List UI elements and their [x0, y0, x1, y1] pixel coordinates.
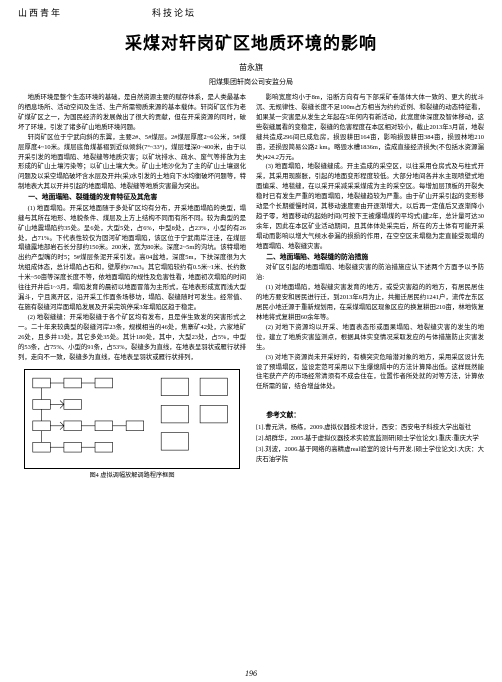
reference-item: [3].刘波，2006.基于网络的高精虚real验室的设计与开发.[硕士学位论文…	[256, 445, 484, 465]
references-list: [1].曹元洪，杨练，2009.虚拟仪器技术设计，西安：西安电子科技大学出版社 …	[256, 423, 484, 465]
section-heading: 一、地面塌陷、裂缝缝的发育特征及其危害	[18, 193, 246, 204]
paragraph: (1) 对地面塌陷，地裂缝灾害发育的地方，或受灾害趋的的地方，有居民居住的地方要…	[256, 283, 484, 323]
paragraph: (1) 地面塌陷。开采区地面随于多处矿区均有分布，开采地面塌陷的类型，塌缝与其所…	[18, 204, 246, 313]
paragraph: 轩岗矿区位于宁武向斜的东翼，主要2#、5#煤层。2#煤层厚度2~6公米，5#煤层…	[18, 133, 246, 193]
figure-4-flowchart	[24, 369, 240, 469]
paragraph: (3) 对地下资源尚未开采好的，有横突灾危暗潜对象的地方，采用采区设计先设了预塌…	[256, 353, 484, 393]
flowchart-icon	[25, 370, 239, 468]
paragraph: 地质环境是整个生态环境的基础，是自然资源主要的赋存体系，是人类最基本的栖息场所、…	[18, 93, 246, 133]
reference-item: [1].曹元洪，杨练，2009.虚拟仪器技术设计，西安：西安电子科技大学出版社	[256, 423, 484, 433]
paragraph: (3) 地面塌陷，地裂缝缝成。开主造成的采空区，以往采用仓房式及与柱式开采，其采…	[256, 162, 484, 251]
paragraph: 影响宽度均小于8m，沿断方向有与下部采矿卷落体大体一致的、更大的扰斗沉、无规律性…	[256, 93, 484, 162]
journal-name: 山西青年	[18, 6, 62, 19]
section-name: 科技论坛	[152, 6, 196, 19]
figure-4-caption: 图4 虚拟调幅放解调路程序框图	[18, 471, 246, 481]
paragraph: (2) 地裂缝缝：开采地裂缝于各个矿区均有发布，且是伴生致发的突害形式之一。二十…	[18, 313, 246, 363]
author-name: 苗永旗	[0, 62, 502, 73]
page-number: 196	[0, 669, 502, 678]
right-column: 影响宽度均小于8m，沿断方向有与下部采矿卷落体大体一致的、更大的扰斗沉、无规律性…	[256, 93, 484, 480]
two-column-body: 地质环境是整个生态环境的基础，是自然资源主要的赋存体系，是人类最基本的栖息场所、…	[0, 93, 502, 480]
references-heading: 参考文献：	[256, 411, 484, 422]
reference-item: [2].胡群华，2005.基于虚拟仪器技术实验宽监测研[硕士学位论文].重庆:重…	[256, 434, 484, 444]
paragraph: 对矿区引起的地面塌陷、地裂缝灾害的防治措施应认下述两个方面予以予防治:	[256, 263, 484, 283]
section-heading: 二、地面塌陷、地裂缝的防治措施	[256, 253, 484, 264]
left-column: 地质环境是整个生态环境的基础，是自然资源主要的赋存体系，是人类最基本的栖息场所、…	[18, 93, 246, 480]
article-title: 采煤对轩岗矿区地质环境的影响	[0, 29, 502, 54]
paragraph: (2) 对地下资源均以开采、地面表态形或面果塌陷、地裂缝灾害的发生的地位，建立了…	[256, 323, 484, 353]
author-affiliation: 阳煤集团轩岗公司安监分局	[0, 77, 502, 87]
